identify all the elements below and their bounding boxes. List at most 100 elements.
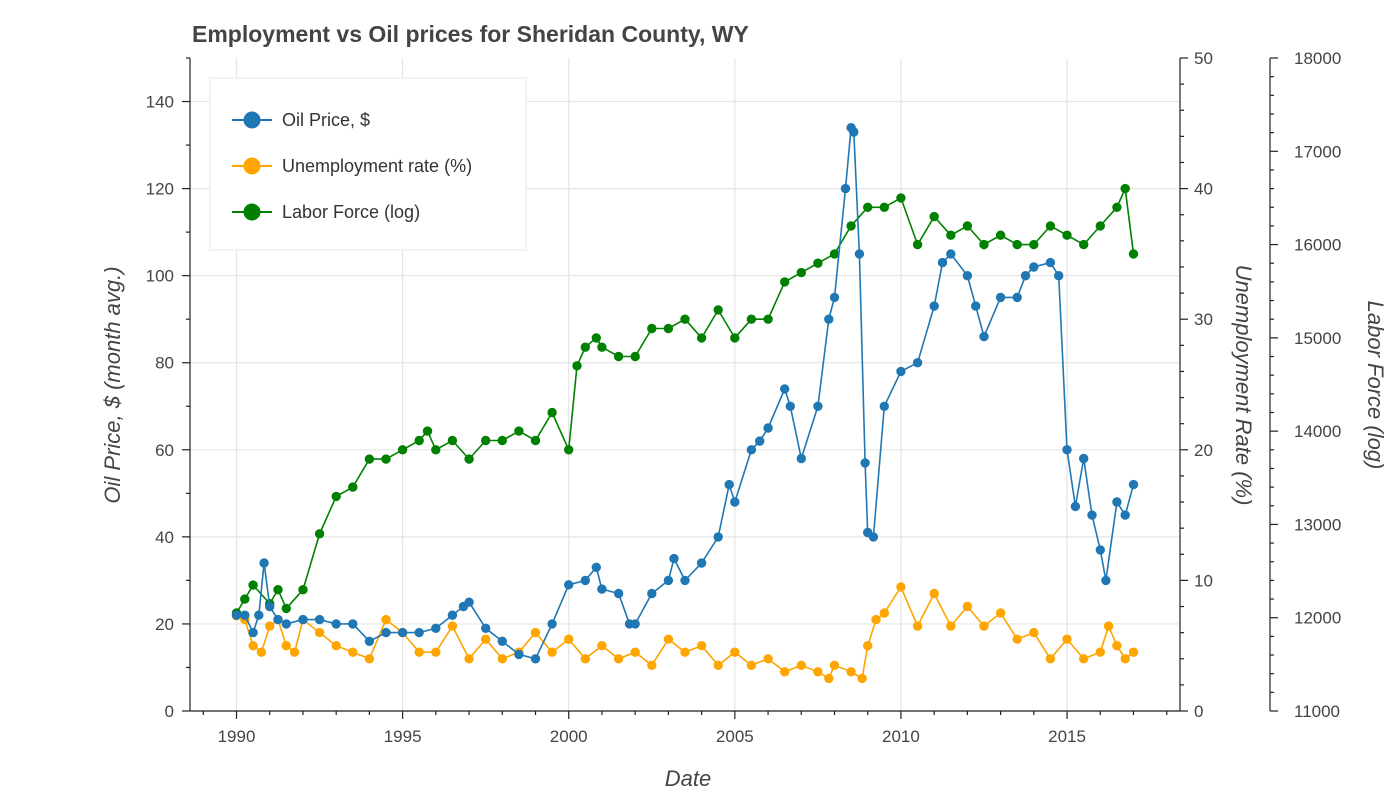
oil-price-point (259, 558, 269, 568)
labor-force-point (1079, 239, 1089, 250)
oil-price-point (1012, 292, 1022, 303)
labor-force-point (696, 333, 707, 343)
labor-force-point (979, 239, 989, 250)
labor-force-point (314, 529, 325, 539)
labor-force-point (1095, 221, 1106, 231)
oil-price-point (348, 619, 358, 629)
unemployment-rate-point (912, 621, 923, 631)
x-axis-title: Date (665, 766, 711, 791)
oil-price-point (796, 453, 806, 464)
y-left-tick-label: 0 (165, 702, 174, 721)
unemployment-rate-point (962, 601, 973, 612)
series-layer (231, 123, 1139, 684)
labor-force-point (962, 221, 973, 231)
oil-price-point (669, 553, 679, 564)
labor-force-point (763, 314, 773, 324)
legend-label-oil-price: Oil Price, $ (282, 110, 370, 130)
unemployment-rate-point (780, 667, 790, 677)
labor-force-point (431, 445, 441, 455)
y-right-tick-label: 50 (1194, 49, 1213, 68)
oil-price-point (763, 423, 773, 433)
oil-price-point (1079, 453, 1089, 464)
labor-force-point (381, 454, 391, 464)
labor-force-point (663, 323, 674, 334)
oil-price-point (1095, 545, 1106, 555)
unemployment-rate-point (680, 647, 690, 657)
oil-price-point (929, 301, 939, 311)
unemployment-rate-point (1062, 634, 1072, 644)
legend-item-unemployment-rate: Unemployment rate (%) (232, 156, 472, 176)
oil-price-point (696, 558, 707, 568)
labor-force-point (331, 491, 341, 502)
y-right2-tick-label: 17000 (1294, 142, 1341, 161)
oil-price-point (1054, 271, 1064, 281)
unemployment-rate-point (564, 634, 574, 644)
oil-price-point (497, 636, 507, 646)
y-left-tick-label: 140 (146, 93, 174, 112)
unemployment-rate-point (613, 654, 624, 664)
y-axis-right-title: Unemployment Rate (%) (1231, 265, 1256, 506)
oil-price-point (397, 627, 408, 638)
oil-price-point (298, 614, 308, 625)
unemployment-rate-point (763, 654, 773, 664)
unemployment-rate-point (1128, 647, 1139, 657)
legend-label-unemployment-rate: Unemployment rate (%) (282, 156, 472, 176)
labor-force-point (780, 277, 790, 287)
labor-force-line (235, 185, 1135, 614)
y-left-tick-label: 40 (155, 528, 174, 547)
y-left-tick-label: 20 (155, 615, 174, 634)
y-right2-tick-label: 11000 (1294, 702, 1340, 721)
oil-price-point (248, 627, 258, 638)
unemployment-rate-point (597, 641, 607, 651)
labor-force-point (597, 342, 607, 352)
unemployment-rate-series (231, 582, 1139, 684)
y-axis-left-title: Oil Price, $ (month avg.) (100, 266, 125, 503)
legend-marker-labor-force (243, 203, 261, 221)
unemployment-rate-point (314, 627, 325, 638)
oil-price-point (824, 314, 834, 324)
oil-price-point (530, 654, 541, 664)
labor-force-point (846, 221, 856, 231)
oil-price-point (265, 601, 275, 612)
unemployment-rate-line (236, 585, 1134, 680)
labor-force-point (481, 435, 491, 446)
oil-price-point (896, 366, 906, 377)
labor-force-point (879, 202, 889, 213)
oil-price-point (481, 623, 491, 633)
oil-price-point (1112, 497, 1122, 507)
oil-price-point (730, 497, 740, 507)
unemployment-rate-point (431, 647, 441, 657)
unemployment-rate-point (1045, 654, 1056, 664)
chart-title: Employment vs Oil prices for Sheridan Co… (192, 21, 749, 47)
labor-force-point (514, 426, 524, 436)
labor-force-point (530, 435, 541, 446)
oil-price-point (254, 610, 264, 620)
labor-force-point (447, 435, 458, 446)
legend-box (209, 77, 527, 251)
oil-price-point (724, 479, 734, 490)
unemployment-rate-point (331, 641, 341, 651)
oil-price-point (937, 257, 948, 268)
oil-price-point (1120, 510, 1130, 520)
labor-force-point (1112, 202, 1122, 213)
oil-price-point (1020, 271, 1031, 281)
labor-force-point (348, 482, 358, 492)
unemployment-rate-point (547, 647, 557, 657)
y-right2-tick-label: 15000 (1294, 329, 1341, 348)
unemployment-rate-point (863, 641, 873, 651)
labor-force-point (1128, 249, 1139, 259)
unemployment-rate-point (879, 608, 889, 618)
oil-price-point (364, 636, 375, 646)
unemployment-rate-point (663, 634, 674, 644)
labor-force-point (1045, 221, 1056, 231)
oil-price-point (314, 614, 325, 625)
unemployment-rate-point (248, 641, 258, 651)
oil-price-point (240, 610, 250, 620)
oil-price-point (962, 271, 973, 281)
oil-price-point (597, 584, 607, 594)
y-right-tick-label: 10 (1194, 571, 1213, 590)
labor-force-point (647, 323, 657, 334)
oil-price-point (381, 627, 391, 638)
